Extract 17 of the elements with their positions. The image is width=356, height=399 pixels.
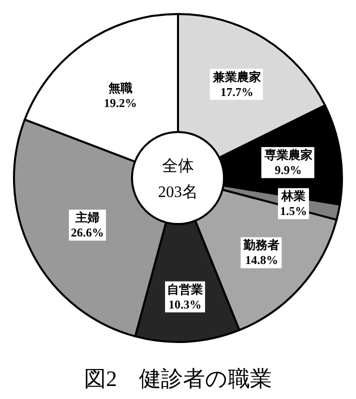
slice-label: 自営業 [167,282,204,296]
slice-label: 専業農家 [263,148,312,162]
data-label: 14.8% [245,253,278,268]
data-label: 1.5% [280,204,307,218]
data-label: 19.2% [104,96,137,110]
data-label: 17.7% [220,84,254,99]
data-label: 9.9% [274,163,302,178]
text: 図2 健診者の職業 [84,366,272,391]
slice-label: 主婦 [74,210,100,225]
data-label: 26.6% [70,226,104,240]
text: 全体 [162,158,194,175]
slice-label: 無職 [107,80,132,95]
slice-label: 勤務者 [242,238,280,252]
slice-label: 林業 [280,189,306,204]
slice-label: 兼業農家 [212,70,261,84]
text: 203名 [158,184,198,201]
data-label: 10.3% [168,297,202,312]
